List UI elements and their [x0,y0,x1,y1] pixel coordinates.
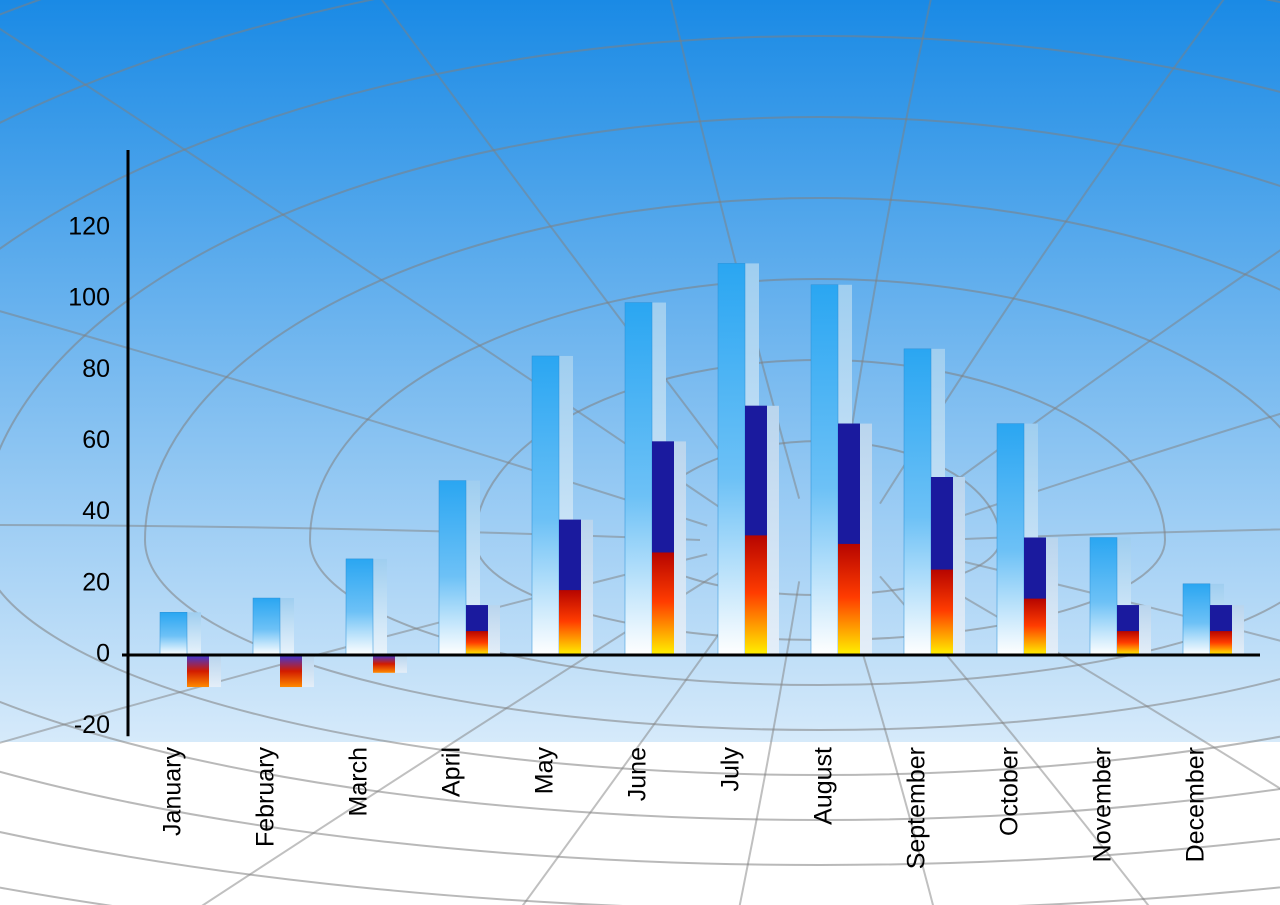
bar-secondary-cap [1210,605,1232,631]
bar-primary [997,424,1024,655]
bar-primary [160,612,187,655]
x-category-label: May [531,747,559,795]
x-category-label: July [717,747,745,792]
bar-primary [904,349,931,655]
y-tick-label: 0 [96,640,110,668]
x-category-label: February [252,747,280,848]
bar-primary [253,598,280,655]
y-tick-label: 120 [68,212,110,240]
bar-primary [532,356,559,655]
bar-primary [718,263,745,655]
bar-secondary-cap [745,406,767,536]
x-category-label: September [903,747,931,869]
bar-secondary [280,655,302,687]
x-category-label: April [438,747,466,797]
bar-primary [439,481,466,655]
bar-secondary-cap [838,424,860,544]
chart-stage: -20 0 20 40 60 80 100 120 January February March A… [0,0,1280,905]
bar-primary [346,559,373,655]
bar-secondary-cap [466,605,488,631]
bar-secondary-cap [1024,538,1046,599]
y-tick-label: 40 [82,497,110,525]
bar-secondary [187,655,209,687]
x-category-label: November [1089,747,1117,862]
x-category-label: December [1182,747,1210,862]
y-tick-label: 20 [82,568,110,596]
x-category-label: January [159,747,187,836]
bar-secondary-cap [559,520,581,590]
x-category-label: March [345,747,373,816]
bar-primary [811,285,838,655]
bar-secondary-cap [1117,605,1139,631]
x-category-label: August [810,747,838,825]
y-tick-label: 80 [82,355,110,383]
chart-svg: -20 0 20 40 60 80 100 120 January February March A… [0,0,1280,905]
bar-primary [1090,538,1117,655]
bar-primary [625,303,652,655]
bar-primary [1183,584,1210,655]
y-tick-label: 60 [82,426,110,454]
bar-secondary-cap [652,441,674,552]
y-tick-label: 100 [68,284,110,312]
y-tick-label: -20 [74,711,110,739]
x-category-label: June [624,747,652,801]
bar-secondary-cap [931,477,953,570]
x-category-label: October [996,747,1024,836]
bar-secondary [373,655,395,673]
